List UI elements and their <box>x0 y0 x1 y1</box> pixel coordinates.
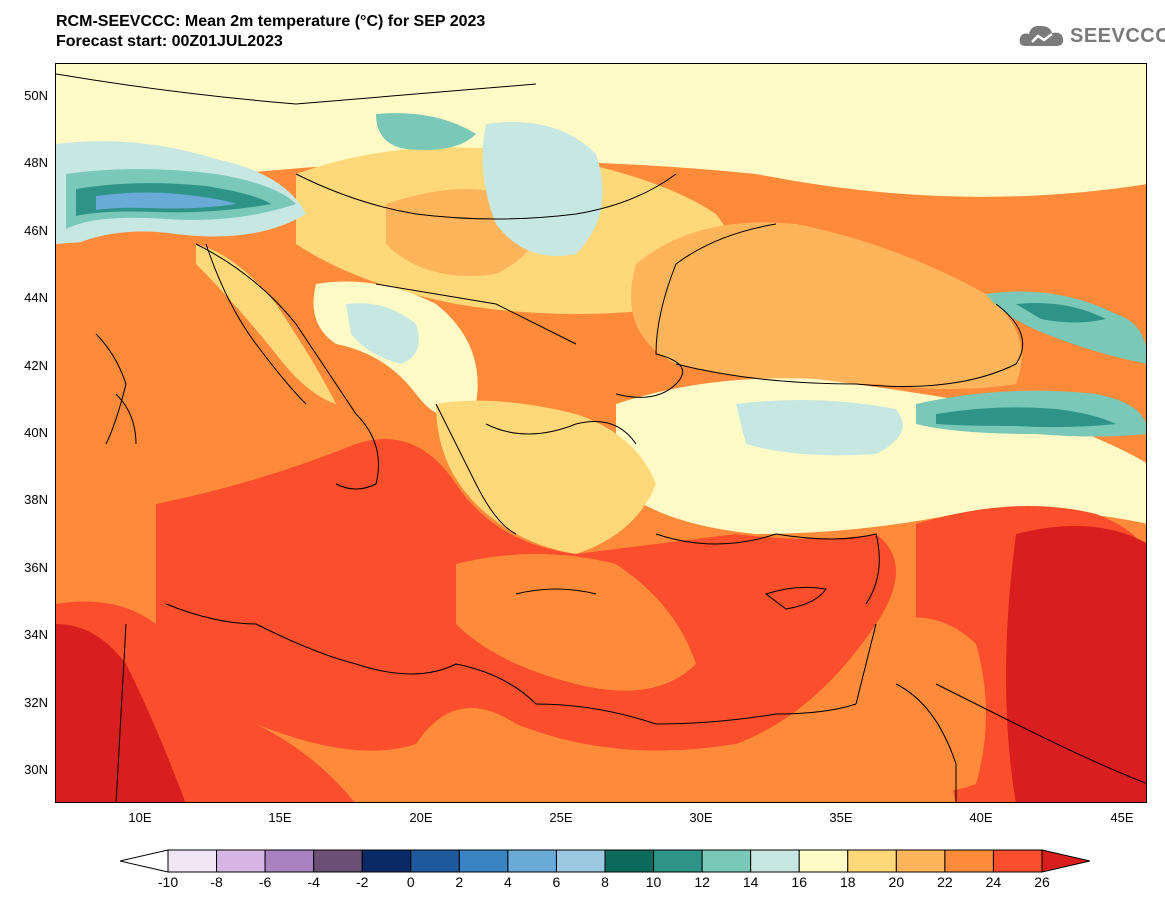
lon-label-10e: 10E <box>128 810 152 825</box>
colorbar-box <box>555 849 606 873</box>
colorbar-tick-label: 6 <box>552 874 561 890</box>
colorbar-tick-label: 12 <box>694 874 710 890</box>
colorbar-tick-label: 20 <box>888 874 905 890</box>
colorbar-tick-label: 4 <box>503 874 512 890</box>
colorbar-tick-label: 8 <box>601 874 609 890</box>
colorbar-tick-label: -2 <box>355 874 369 890</box>
colorbar-box <box>361 849 412 873</box>
lat-label-50n: 50N <box>24 88 48 103</box>
colorbar-box <box>750 849 800 873</box>
lat-label-46n: 46N <box>24 223 48 238</box>
lon-label-45e: 45E <box>1110 810 1134 825</box>
colorbar-box <box>944 849 994 873</box>
title-line-2: Forecast start: 00Z01JUL2023 <box>56 33 283 50</box>
colorbar-box <box>216 849 266 873</box>
colorbar-box <box>458 849 509 873</box>
colorbar <box>120 849 1090 873</box>
lon-label-40e: 40E <box>969 810 993 825</box>
colorbar-box <box>167 849 218 873</box>
colorbar-box <box>410 849 460 873</box>
lon-label-30e: 30E <box>689 810 713 825</box>
lat-label-32n: 32N <box>24 695 48 710</box>
lon-label-25e: 25E <box>549 810 573 825</box>
colorbar-tick-label: -8 <box>210 874 223 890</box>
colorbar-tick-label: 14 <box>742 874 759 890</box>
lat-label-48n: 48N <box>24 155 48 170</box>
colorbar-tick-label: 22 <box>937 874 953 890</box>
colorbar-under-triangle <box>120 849 169 873</box>
colorbar-tick-label: -6 <box>258 874 272 890</box>
colorbar-tick-label: 16 <box>791 874 808 890</box>
lat-label-44n: 44N <box>24 290 48 305</box>
logo-text: SEEVCCC <box>1070 24 1165 47</box>
colorbar-tick-label: 2 <box>455 874 464 890</box>
colorbar-tick-label: 10 <box>645 874 662 890</box>
lat-label-34n: 34N <box>24 627 48 642</box>
colorbar-over-triangle <box>1041 849 1090 873</box>
colorbar-tick-label: -4 <box>307 874 320 890</box>
colorbar-box <box>895 849 946 873</box>
colorbar-tick-label: -10 <box>157 874 179 890</box>
colorbar-box <box>507 849 557 873</box>
colorbar-box <box>604 849 655 873</box>
colorbar-tick-label: 0 <box>406 874 415 890</box>
lon-label-35e: 35E <box>829 810 853 825</box>
colorbar-box <box>798 849 849 873</box>
lat-label-42n: 42N <box>24 358 48 373</box>
colorbar-box <box>313 849 363 873</box>
colorbar-box <box>847 849 897 873</box>
colorbar-tick-label: 24 <box>985 874 1002 890</box>
map-field <box>56 64 1146 802</box>
colorbar-tick-label: 18 <box>839 874 856 890</box>
title-line-1: RCM-SEEVCCC: Mean 2m temperature (°C) fo… <box>56 13 486 30</box>
lon-label-20e: 20E <box>409 810 433 825</box>
lat-label-30n: 30N <box>24 762 48 777</box>
colorbar-box <box>264 849 315 873</box>
lon-label-15e: 15E <box>268 810 292 825</box>
temperature-map <box>55 63 1147 803</box>
colorbar-tick-label: 26 <box>1034 874 1050 890</box>
lat-label-38n: 38N <box>24 492 48 507</box>
colorbar-box <box>701 849 752 873</box>
seevccc-logo: SEEVCCC <box>1018 22 1165 50</box>
colorbar-box <box>992 849 1043 873</box>
lat-label-40n: 40N <box>24 425 48 440</box>
figure-title: RCM-SEEVCCC: Mean 2m temperature (°C) fo… <box>56 12 485 52</box>
cloud-logo-icon <box>1019 25 1064 46</box>
colorbar-box <box>653 849 703 873</box>
lat-label-36n: 36N <box>24 560 48 575</box>
